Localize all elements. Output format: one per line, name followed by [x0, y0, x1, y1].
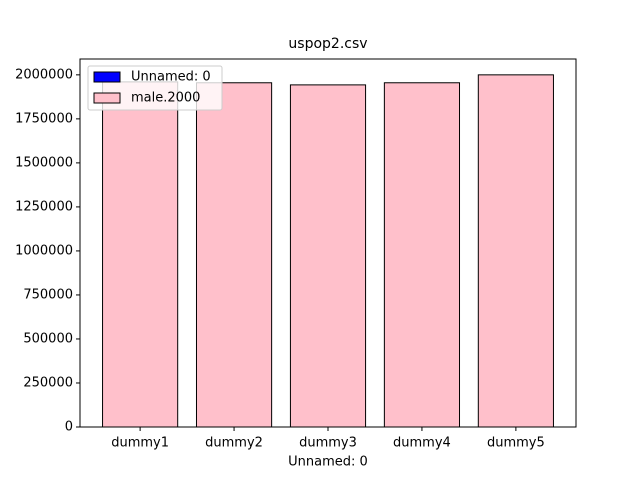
- y-tick-label: 250000: [23, 375, 73, 390]
- legend-frame: [87, 65, 223, 111]
- bar: [102, 81, 179, 428]
- y-tick-label: 0: [65, 420, 73, 435]
- x-tick-label: dummy3: [299, 436, 357, 451]
- chart-title: uspop2.csv: [288, 36, 367, 52]
- y-tick-label: 750000: [23, 287, 73, 302]
- y-tick-label: 2000000: [15, 67, 73, 82]
- y-tick-label: 1250000: [15, 199, 73, 214]
- x-tick-label: dummy5: [487, 436, 545, 451]
- x-tick-label: dummy4: [393, 436, 451, 451]
- x-tick-label: dummy1: [111, 436, 169, 451]
- legend: Unnamed: 0 male.2000: [87, 65, 223, 111]
- bar: [289, 84, 367, 428]
- legend-label: Unnamed: 0: [131, 70, 211, 85]
- bar: [383, 82, 461, 428]
- y-tick-label: 500000: [23, 331, 73, 346]
- legend-label: male.2000: [131, 91, 200, 106]
- bar: [477, 74, 554, 428]
- bar: [195, 82, 273, 428]
- legend-swatch: [93, 92, 121, 104]
- y-tick-label: 1000000: [15, 243, 73, 258]
- y-tick-label: 1750000: [15, 111, 73, 126]
- x-tick-label: dummy2: [205, 436, 263, 451]
- legend-swatch: [93, 71, 121, 83]
- x-axis-label: Unnamed: 0: [288, 455, 368, 470]
- y-tick-label: 1500000: [15, 155, 73, 170]
